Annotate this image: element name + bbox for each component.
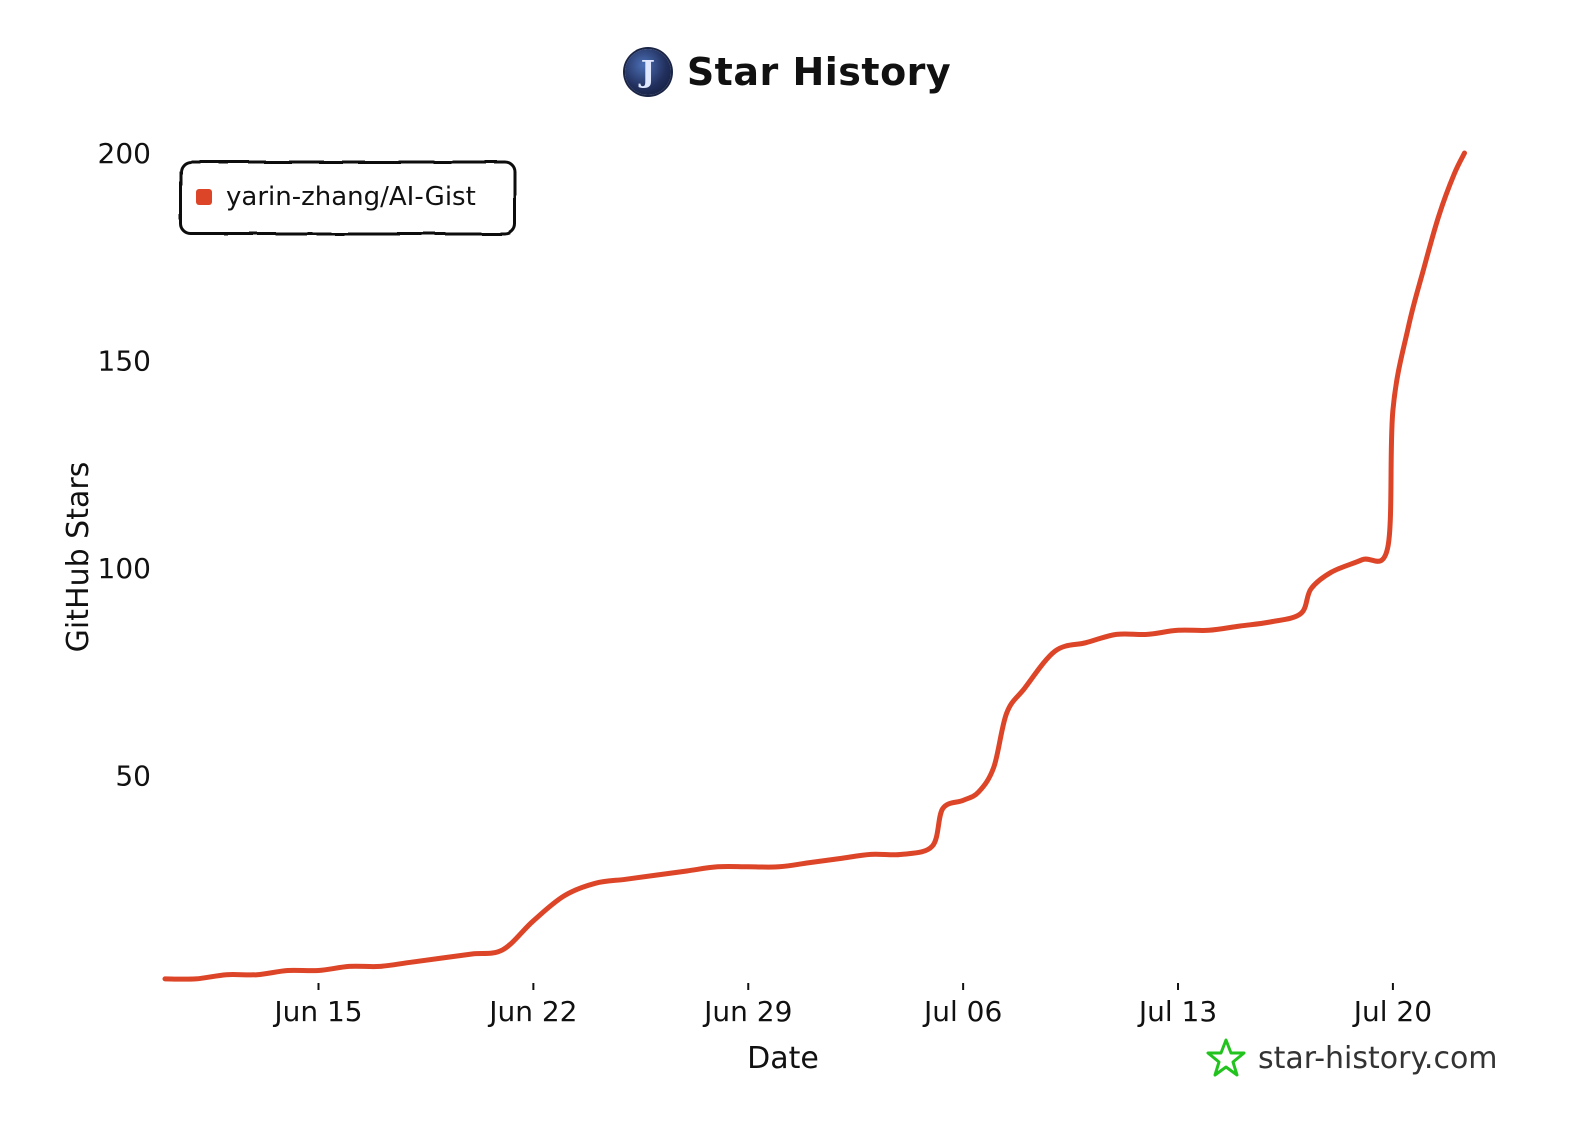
legend[interactable]: yarin-zhang/AI-Gist (179, 160, 517, 236)
chart-axes (163, 151, 1487, 985)
y-tick-label: 200 (98, 137, 151, 170)
legend-box (179, 160, 517, 236)
legend-label: yarin-zhang/AI-Gist (226, 182, 476, 212)
watermark[interactable]: star-history.com (1206, 1036, 1498, 1080)
x-tick-label: Jun 22 (487, 995, 577, 1028)
x-tick-label: Jun 29 (702, 995, 792, 1028)
x-tick-label: Jul 20 (1352, 995, 1432, 1028)
y-tick-label: 50 (115, 760, 151, 793)
legend-swatch (196, 189, 212, 205)
chart-title: Star History (686, 50, 952, 94)
x-axis-title: Date (747, 1041, 819, 1076)
y-tick-label: 150 (98, 345, 151, 378)
series-group (162, 150, 1467, 982)
y-tick-label: 100 (98, 552, 151, 585)
x-tick-label: Jun 15 (272, 995, 362, 1028)
star-icon (1206, 1038, 1246, 1077)
x-axis-ticks: Jun 15 Jun 22 Jun 29 Jul 06 Jul 13 Jul 20 (272, 983, 1432, 1028)
watermark-text: star-history.com (1258, 1040, 1498, 1076)
chart-header: J Star History (0, 40, 1576, 104)
repo-avatar: J (624, 49, 671, 95)
series-line[interactable] (162, 150, 1467, 982)
x-tick-label: Jul 13 (1137, 995, 1217, 1028)
y-axis-title: GitHub Stars (61, 462, 96, 653)
y-axis-ticks: 50 100 150 200 (98, 137, 151, 793)
x-tick-label: Jul 06 (922, 995, 1002, 1028)
